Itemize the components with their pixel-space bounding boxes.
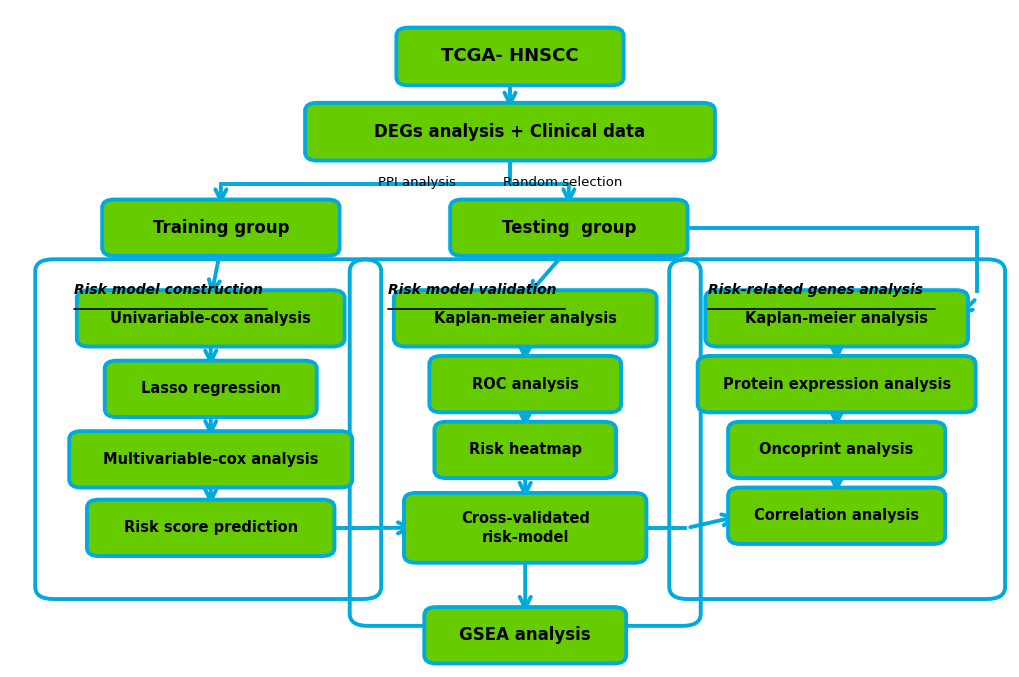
Text: Kaplan-meier analysis: Kaplan-meier analysis	[745, 311, 927, 326]
Text: Testing  group: Testing group	[501, 219, 636, 237]
FancyBboxPatch shape	[449, 200, 687, 256]
FancyBboxPatch shape	[76, 290, 344, 347]
Text: Protein expression analysis: Protein expression analysis	[721, 376, 950, 392]
FancyBboxPatch shape	[434, 422, 615, 478]
FancyBboxPatch shape	[697, 356, 975, 412]
FancyBboxPatch shape	[396, 28, 623, 85]
Text: PPI analysis: PPI analysis	[377, 175, 455, 189]
Text: Correlation analysis: Correlation analysis	[753, 508, 918, 523]
FancyBboxPatch shape	[393, 290, 656, 347]
FancyBboxPatch shape	[87, 500, 334, 556]
FancyBboxPatch shape	[429, 356, 621, 412]
FancyBboxPatch shape	[305, 103, 714, 160]
FancyBboxPatch shape	[704, 290, 967, 347]
FancyBboxPatch shape	[102, 200, 339, 256]
Text: Multivariable-cox analysis: Multivariable-cox analysis	[103, 452, 318, 467]
FancyBboxPatch shape	[424, 607, 626, 663]
FancyBboxPatch shape	[728, 422, 945, 478]
FancyBboxPatch shape	[105, 361, 317, 417]
Text: Training group: Training group	[153, 219, 288, 237]
Text: Lasso regression: Lasso regression	[141, 381, 280, 396]
Text: Risk model construction: Risk model construction	[73, 284, 263, 297]
Text: Risk score prediction: Risk score prediction	[123, 521, 298, 536]
Text: TCGA- HNSCC: TCGA- HNSCC	[441, 47, 578, 66]
FancyBboxPatch shape	[69, 431, 352, 487]
Text: Oncoprint analysis: Oncoprint analysis	[759, 443, 913, 458]
Text: GSEA analysis: GSEA analysis	[459, 626, 590, 645]
Text: DEGs analysis + Clinical data: DEGs analysis + Clinical data	[374, 123, 645, 141]
Text: Cross-validated
risk-model: Cross-validated risk-model	[461, 511, 589, 545]
Text: Univariable-cox analysis: Univariable-cox analysis	[110, 311, 311, 326]
Text: Risk-related genes analysis: Risk-related genes analysis	[707, 284, 922, 297]
Text: Risk model validation: Risk model validation	[388, 284, 556, 297]
Text: Kaplan-meier analysis: Kaplan-meier analysis	[433, 311, 616, 326]
FancyBboxPatch shape	[404, 493, 646, 563]
Text: Random selection: Random selection	[502, 175, 622, 189]
Text: ROC analysis: ROC analysis	[472, 376, 578, 392]
FancyBboxPatch shape	[728, 487, 945, 544]
Text: Risk heatmap: Risk heatmap	[469, 443, 581, 458]
